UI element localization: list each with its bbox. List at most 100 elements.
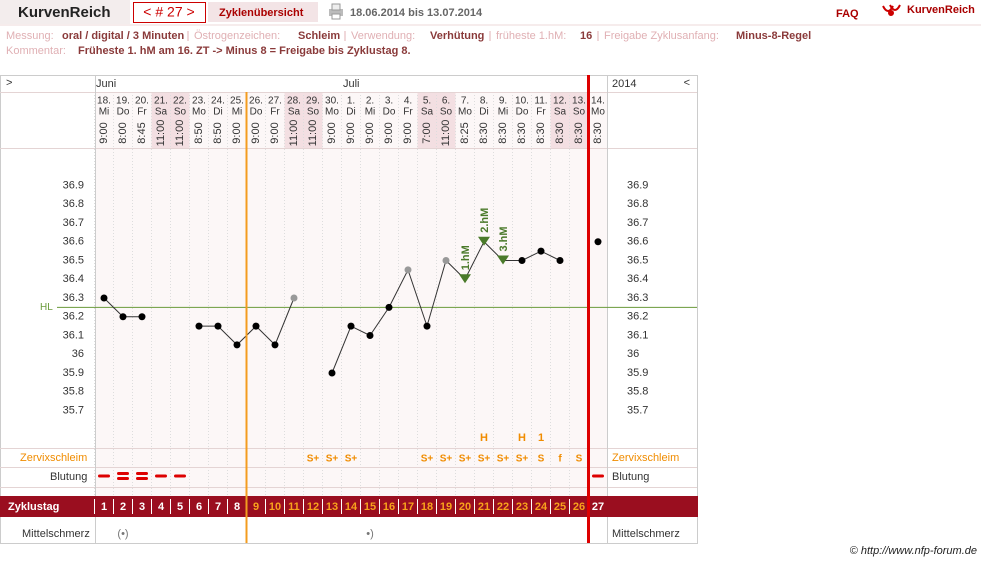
temperature-point	[119, 313, 127, 321]
cycle-day: 5	[177, 501, 183, 513]
y-tick-label: 35.7	[63, 404, 84, 416]
weekday-label: So	[307, 107, 320, 118]
y-tick-label: 36.6	[63, 236, 84, 248]
bleeding-dash	[174, 474, 186, 478]
temperature-point	[252, 322, 260, 330]
y-tick-label: 36	[72, 348, 84, 360]
weekend-cell	[550, 92, 570, 148]
weekday-label: Sa	[288, 107, 301, 118]
cycle-day: 4	[158, 501, 165, 513]
time-label: 11:00	[440, 120, 452, 147]
cervix-symbol: S+	[459, 454, 472, 465]
date-label: 3.	[385, 96, 393, 107]
overview-tab[interactable]	[208, 2, 318, 22]
month-label: Juni	[96, 78, 116, 90]
cycle-day: 26	[573, 501, 585, 513]
weekday-label: Sa	[554, 107, 567, 118]
cycle-day: 22	[497, 501, 509, 513]
overview-link[interactable]: Zyklenübersicht	[219, 7, 304, 19]
time-label: 9:00	[383, 122, 395, 143]
nav-right: <	[684, 77, 690, 89]
weekday-label: Sa	[155, 107, 168, 118]
weekend-cell	[417, 92, 437, 148]
info-label: Verwendung:	[351, 30, 415, 42]
cycle-day: 13	[326, 501, 338, 513]
bleeding-dash	[155, 474, 167, 478]
weekday-label: So	[174, 107, 187, 118]
time-label: 9:00	[402, 122, 414, 143]
pain-symbol: (•)	[117, 528, 128, 540]
cycle-day: 10	[269, 501, 281, 513]
print-icon[interactable]	[329, 3, 343, 20]
cervix-note: H	[518, 432, 526, 444]
date-label: 27.	[268, 96, 282, 107]
hm-marker	[459, 274, 471, 284]
weekday-label: Mi	[99, 107, 110, 118]
weekday-label: Do	[516, 107, 529, 118]
weekend-cell	[569, 92, 589, 148]
temperature-point	[138, 313, 146, 321]
row-label: Mittelschmerz	[22, 528, 90, 540]
temperature-point	[290, 294, 298, 302]
weekday-label: Mo	[192, 107, 206, 118]
info-value: 16	[580, 30, 592, 42]
cycle-day: 2	[120, 501, 126, 513]
date-label: 6.	[442, 96, 450, 107]
weekday-label: Di	[346, 107, 355, 118]
y-tick-label: 36.4	[63, 273, 84, 285]
cycle-day: 11	[288, 501, 300, 513]
bleeding-dash	[117, 472, 129, 475]
date-label: 20.	[135, 96, 149, 107]
temperature-point	[366, 332, 374, 339]
y-tick-label-right: 35.8	[627, 386, 648, 398]
date-label: 7.	[461, 96, 469, 107]
cycle-box[interactable]	[133, 2, 206, 23]
date-label: 26.	[249, 96, 263, 107]
hm-label: 3.hM	[498, 226, 510, 251]
temperature-point	[594, 238, 602, 246]
temperature-point	[347, 322, 355, 330]
date-label: 30.	[325, 96, 339, 107]
temperature-point	[328, 369, 336, 377]
y-tick-label-right: 36.6	[627, 236, 648, 248]
month-label: Juli	[343, 78, 360, 90]
weekday-label: So	[440, 107, 453, 118]
weekday-label: Mo	[591, 107, 605, 118]
date-label: 19.	[116, 96, 130, 107]
cycle-day: 6	[196, 501, 202, 513]
date-label: 14.	[591, 96, 605, 107]
hm-label: 1.hM	[460, 245, 472, 270]
time-label: 8:30	[592, 122, 604, 143]
cycle-day: 20	[459, 501, 471, 513]
weekday-label: Do	[383, 107, 396, 118]
date-label: 24.	[211, 96, 225, 107]
y-tick-label: 36.7	[63, 217, 84, 229]
row-label-right: Zervixschleim	[612, 452, 679, 464]
cervix-symbol: S+	[421, 454, 434, 465]
date-label: 29.	[306, 96, 320, 107]
faq-link[interactable]: FAQ	[836, 8, 859, 20]
plot-bg	[95, 92, 607, 496]
cycle-day-row	[0, 496, 698, 517]
cycle-day: 7	[215, 501, 221, 513]
y-tick-label-right: 36	[627, 348, 639, 360]
date-label: 18.	[97, 96, 111, 107]
time-label: 9:00	[231, 122, 243, 143]
cycle-day: 15	[364, 501, 376, 513]
cycle-day: 9	[253, 501, 259, 513]
cervix-symbol: S	[538, 454, 545, 465]
temperature-point	[271, 341, 279, 349]
time-label: 11:00	[307, 120, 319, 147]
cycle-day: 21	[478, 501, 490, 513]
hm-marker	[497, 255, 509, 265]
cervix-symbol: S+	[307, 454, 320, 465]
cycle-nav[interactable]: < # 27 >	[143, 4, 194, 20]
cervix-symbol: S+	[345, 454, 358, 465]
cervix-note: 1	[538, 432, 544, 444]
weekend-cell	[436, 92, 456, 148]
time-label: 8:30	[535, 122, 547, 143]
y-tick-label-right: 36.8	[627, 198, 648, 210]
cervix-note: H	[480, 432, 488, 444]
time-label: 8:30	[516, 122, 528, 143]
weekday-label: Fr	[403, 107, 413, 118]
